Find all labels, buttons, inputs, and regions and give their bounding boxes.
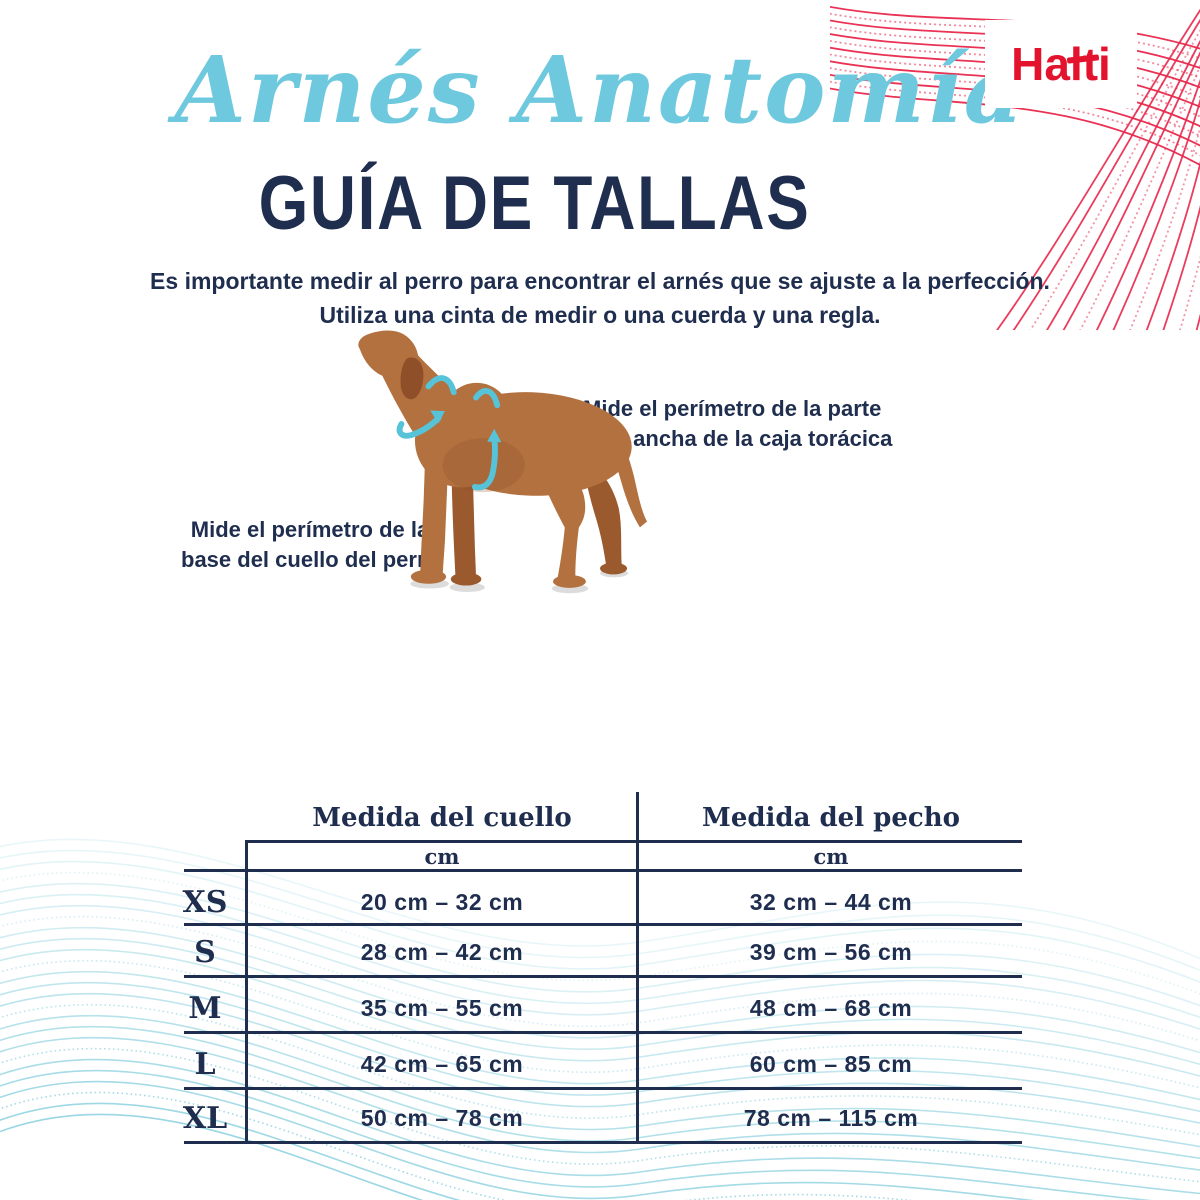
neck-measure-note: Mide el perímetro de la base del cuello … [181,517,439,572]
halti-logo-text: Halti [1011,38,1111,90]
size-label: XS [182,884,228,920]
unit-label-neck: cm [424,843,460,869]
neck-range: 20 cm – 32 cm [360,888,524,915]
dog-body [358,330,648,588]
table-line [184,1141,1022,1144]
chest-range: 48 cm – 68 cm [749,994,913,1021]
neck-measure-arrow [396,375,457,439]
chest-range: 39 cm – 56 cm [749,938,913,965]
neck-range: 50 cm – 78 cm [360,1104,524,1131]
chest-range: 78 cm – 115 cm [743,1104,919,1131]
table-line [246,840,1022,843]
table-line [184,975,1022,978]
page-title: GUÍA DE TALLAS [259,161,811,246]
size-label: M [188,990,222,1026]
neck-range: 28 cm – 42 cm [360,938,524,965]
table-line-vertical [636,792,639,1144]
paw-shadows [410,569,629,594]
column-header-chest: Medida del pecho [702,803,960,833]
table-line [184,869,1022,872]
chest-range: 60 cm – 85 cm [749,1050,913,1077]
intro-text-line1: Es importante medir al perro para encont… [150,268,1050,294]
halti-logo: Halti [985,20,1137,108]
intro-text-line2: Utiliza una cinta de medir o una cuerda … [319,302,881,328]
teal-wave-pattern [0,838,1200,1200]
size-label: XL [182,1100,228,1136]
table-line [184,1031,1022,1034]
chest-measure-arrow [471,388,502,491]
table-line-vertical [245,840,248,1144]
script-title: Arnés Anatomía [174,36,1026,144]
table-line [184,1087,1022,1090]
table-line [184,923,1022,926]
size-label: L [194,1046,216,1082]
size-label: S [194,934,216,970]
chest-measure-note: Mide el perímetro de la parte más ancha … [583,396,893,451]
column-header-neck: Medida del cuello [312,803,572,833]
unit-label-chest: cm [813,843,849,869]
neck-range: 35 cm – 55 cm [360,994,524,1021]
neck-range: 42 cm – 65 cm [360,1050,524,1077]
chest-range: 32 cm – 44 cm [749,888,913,915]
dog-measurement-illustration [358,330,648,594]
